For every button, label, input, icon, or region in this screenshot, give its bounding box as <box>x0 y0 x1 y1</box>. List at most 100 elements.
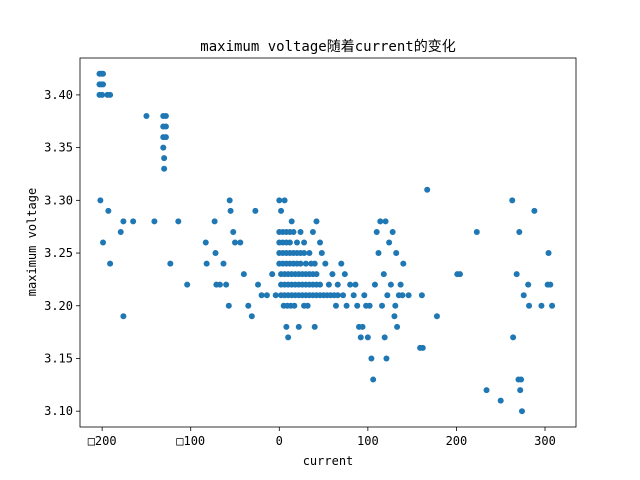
data-point <box>107 260 114 267</box>
data-point <box>286 239 293 246</box>
data-point <box>424 186 431 193</box>
data-point <box>357 334 364 341</box>
data-point <box>100 81 107 88</box>
data-point <box>276 197 283 204</box>
data-point <box>283 323 290 330</box>
data-point <box>226 197 233 204</box>
data-point <box>313 218 320 225</box>
data-point <box>368 355 375 362</box>
x-tick-label: 0 <box>276 434 283 448</box>
data-point <box>389 228 396 235</box>
data-point <box>545 250 552 257</box>
data-point <box>370 376 377 383</box>
data-point <box>325 281 332 288</box>
data-point <box>100 239 107 246</box>
data-point <box>347 281 354 288</box>
data-point <box>391 313 398 320</box>
data-point <box>151 218 158 225</box>
data-point <box>297 260 304 267</box>
data-point <box>338 260 345 267</box>
x-axis-ticks: □200 □100 0 100 200 300 <box>88 427 556 448</box>
data-point <box>288 218 295 225</box>
data-point <box>175 218 182 225</box>
plot-area-frame <box>79 57 577 428</box>
data-point <box>329 271 336 278</box>
x-tick-label: 200 <box>446 434 468 448</box>
data-point <box>211 218 218 225</box>
data-point <box>120 218 127 225</box>
data-point <box>359 323 366 330</box>
data-point <box>364 334 371 341</box>
data-point <box>272 292 279 299</box>
data-point <box>258 292 265 299</box>
data-point <box>531 207 538 214</box>
data-point <box>167 260 174 267</box>
data-point <box>301 239 308 246</box>
data-point <box>317 239 324 246</box>
data-point <box>322 260 329 267</box>
data-point <box>313 271 320 278</box>
data-point <box>456 271 463 278</box>
x-tick-label: □200 <box>88 434 117 448</box>
data-point <box>340 292 347 299</box>
data-point <box>350 292 357 299</box>
data-point <box>162 123 169 130</box>
data-point <box>361 292 368 299</box>
data-point <box>334 281 341 288</box>
data-point <box>302 260 309 267</box>
data-point <box>317 281 324 288</box>
data-point <box>379 302 386 309</box>
data-point <box>387 281 394 288</box>
data-point <box>509 197 516 204</box>
data-point <box>216 281 223 288</box>
data-point <box>245 302 252 309</box>
data-point <box>373 228 380 235</box>
data-point <box>397 281 404 288</box>
data-point <box>290 228 297 235</box>
y-axis-label: maximum voltage <box>25 188 39 296</box>
data-point <box>269 271 276 278</box>
data-point <box>549 302 556 309</box>
data-point <box>400 260 407 267</box>
x-axis-label: current <box>303 454 354 468</box>
data-point <box>309 228 316 235</box>
data-point <box>399 292 406 299</box>
data-point <box>161 165 168 172</box>
data-point <box>380 271 387 278</box>
data-point <box>297 228 304 235</box>
data-point <box>382 218 389 225</box>
data-point <box>311 260 318 267</box>
data-point <box>230 228 237 235</box>
data-point <box>301 250 308 257</box>
data-point <box>510 334 517 341</box>
data-point <box>306 250 313 257</box>
data-point <box>352 281 359 288</box>
data-point <box>311 323 318 330</box>
data-point <box>419 344 426 351</box>
data-point <box>354 302 361 309</box>
data-point <box>386 239 393 246</box>
data-point <box>237 239 244 246</box>
data-point <box>240 271 247 278</box>
data-point <box>332 302 339 309</box>
y-tick-label: 3.30 <box>44 193 73 207</box>
data-point <box>384 292 391 299</box>
data-point <box>130 218 137 225</box>
data-point <box>248 313 255 320</box>
data-point <box>162 112 169 119</box>
data-point <box>526 302 533 309</box>
data-point <box>291 302 298 309</box>
y-tick-label: 3.40 <box>44 88 73 102</box>
y-tick-label: 3.35 <box>44 141 73 155</box>
data-point <box>220 260 227 267</box>
data-point <box>105 207 112 214</box>
data-point <box>162 134 169 141</box>
data-point <box>120 313 127 320</box>
data-points <box>96 70 556 415</box>
data-point <box>99 91 106 98</box>
data-point <box>516 228 523 235</box>
data-point <box>473 228 480 235</box>
data-point <box>513 271 520 278</box>
data-point <box>538 302 545 309</box>
data-point <box>212 250 219 257</box>
